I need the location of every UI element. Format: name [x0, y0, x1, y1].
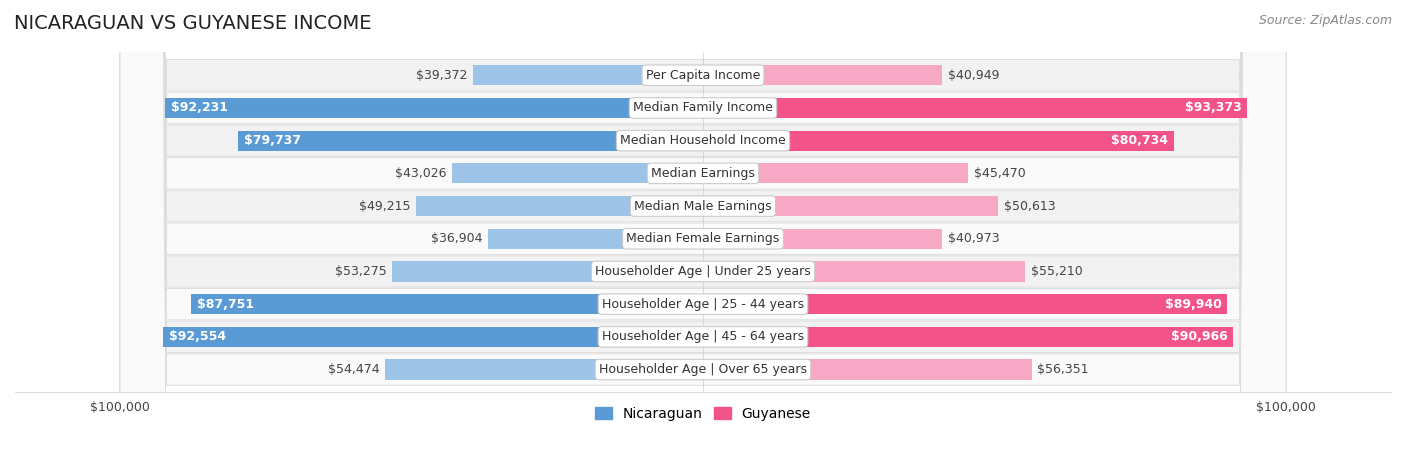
- Bar: [238, 130, 703, 151]
- Bar: [488, 229, 703, 249]
- Bar: [703, 65, 942, 85]
- Bar: [703, 163, 969, 184]
- Text: $92,554: $92,554: [169, 330, 226, 343]
- Bar: [703, 294, 1227, 314]
- Text: $79,737: $79,737: [243, 134, 301, 147]
- Bar: [453, 163, 703, 184]
- Text: $93,373: $93,373: [1185, 101, 1241, 114]
- Text: $54,474: $54,474: [328, 363, 380, 376]
- Text: $36,904: $36,904: [430, 232, 482, 245]
- Text: Source: ZipAtlas.com: Source: ZipAtlas.com: [1258, 14, 1392, 27]
- Text: Median Male Earnings: Median Male Earnings: [634, 199, 772, 212]
- FancyBboxPatch shape: [120, 0, 1286, 467]
- Text: NICARAGUAN VS GUYANESE INCOME: NICARAGUAN VS GUYANESE INCOME: [14, 14, 371, 33]
- Bar: [703, 98, 1247, 118]
- Bar: [703, 196, 998, 216]
- Bar: [703, 262, 1025, 282]
- Bar: [163, 327, 703, 347]
- FancyBboxPatch shape: [120, 0, 1286, 467]
- Bar: [392, 262, 703, 282]
- Text: Median Household Income: Median Household Income: [620, 134, 786, 147]
- FancyBboxPatch shape: [120, 0, 1286, 467]
- Text: $90,966: $90,966: [1171, 330, 1227, 343]
- Bar: [191, 294, 703, 314]
- Bar: [703, 327, 1233, 347]
- Text: Householder Age | 25 - 44 years: Householder Age | 25 - 44 years: [602, 297, 804, 311]
- FancyBboxPatch shape: [120, 0, 1286, 467]
- Text: $39,372: $39,372: [416, 69, 468, 82]
- Text: Householder Age | Over 65 years: Householder Age | Over 65 years: [599, 363, 807, 376]
- Bar: [166, 98, 703, 118]
- Text: $80,734: $80,734: [1111, 134, 1168, 147]
- Text: $45,470: $45,470: [974, 167, 1026, 180]
- Bar: [385, 360, 703, 380]
- Text: $89,940: $89,940: [1164, 297, 1222, 311]
- Text: $56,351: $56,351: [1038, 363, 1090, 376]
- Text: Median Female Earnings: Median Female Earnings: [627, 232, 779, 245]
- Legend: Nicaraguan, Guyanese: Nicaraguan, Guyanese: [589, 401, 817, 426]
- Bar: [703, 229, 942, 249]
- Text: Median Family Income: Median Family Income: [633, 101, 773, 114]
- FancyBboxPatch shape: [120, 0, 1286, 467]
- Text: $49,215: $49,215: [359, 199, 411, 212]
- Bar: [474, 65, 703, 85]
- Text: Householder Age | 45 - 64 years: Householder Age | 45 - 64 years: [602, 330, 804, 343]
- Text: Median Earnings: Median Earnings: [651, 167, 755, 180]
- FancyBboxPatch shape: [120, 0, 1286, 467]
- Text: $55,210: $55,210: [1031, 265, 1083, 278]
- FancyBboxPatch shape: [120, 0, 1286, 467]
- Bar: [703, 130, 1174, 151]
- FancyBboxPatch shape: [120, 0, 1286, 467]
- Text: $43,026: $43,026: [395, 167, 446, 180]
- Text: Householder Age | Under 25 years: Householder Age | Under 25 years: [595, 265, 811, 278]
- Text: $87,751: $87,751: [197, 297, 254, 311]
- Bar: [703, 360, 1032, 380]
- Bar: [416, 196, 703, 216]
- FancyBboxPatch shape: [120, 0, 1286, 467]
- Text: $40,949: $40,949: [948, 69, 1000, 82]
- Text: $50,613: $50,613: [1004, 199, 1056, 212]
- Text: $92,231: $92,231: [172, 101, 228, 114]
- Text: $40,973: $40,973: [948, 232, 1000, 245]
- FancyBboxPatch shape: [120, 0, 1286, 467]
- Text: $53,275: $53,275: [335, 265, 387, 278]
- Text: Per Capita Income: Per Capita Income: [645, 69, 761, 82]
